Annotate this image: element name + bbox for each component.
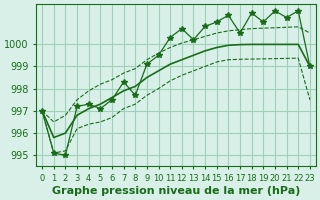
- X-axis label: Graphe pression niveau de la mer (hPa): Graphe pression niveau de la mer (hPa): [52, 186, 300, 196]
